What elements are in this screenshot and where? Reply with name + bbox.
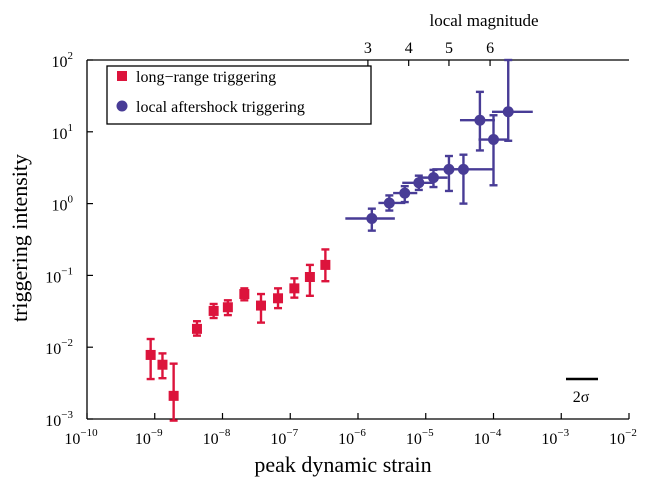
x-tick-label: 10−3 <box>541 427 569 448</box>
x-tick-label: 10−7 <box>270 427 298 448</box>
data-point-square <box>168 390 179 401</box>
x-tick-label: 10−10 <box>64 427 98 448</box>
x-tick-label: 10−4 <box>474 427 502 448</box>
data-point-square <box>208 305 219 316</box>
data-point-square <box>157 359 168 370</box>
data-point-square <box>273 293 284 304</box>
data-point-square <box>239 289 250 300</box>
top-tick-label: 4 <box>405 40 413 57</box>
data-point-square <box>191 323 202 334</box>
y-axis-title: triggering intensity <box>7 154 32 322</box>
y-tick-label: 10−3 <box>45 409 73 430</box>
scale-bar-label: 2σ <box>573 389 590 406</box>
data-point-square <box>255 300 266 311</box>
x-tick-label: 10−6 <box>338 427 366 448</box>
y-tick-label: 10−2 <box>45 337 73 358</box>
series-local-aftershock-triggering <box>345 58 533 232</box>
legend-circle-marker <box>116 100 128 112</box>
x-tick-label: 10−5 <box>406 427 434 448</box>
data-point-circle <box>457 163 469 175</box>
data-point-square <box>222 302 233 313</box>
data-point-circle <box>488 134 499 146</box>
legend-label-long-range: long−range triggering <box>136 69 276 86</box>
data-point-circle <box>502 106 514 118</box>
data-point-square <box>289 283 300 294</box>
top-axis-title: local magnitude <box>429 11 538 30</box>
y-tick-label: 102 <box>52 50 74 71</box>
data-point-circle <box>413 177 425 189</box>
x-tick-label: 10−2 <box>609 427 637 448</box>
top-tick-label: 5 <box>445 40 453 57</box>
data-point-circle <box>427 172 439 184</box>
x-tick-label: 10−8 <box>203 427 231 448</box>
axes: 10−10 10−9 10−8 10−7 10−6 10−5 10−4 10−3 10−2 10−… <box>45 40 637 448</box>
y-tick-label: 10−1 <box>45 265 73 286</box>
series-long-range-triggering <box>145 248 331 422</box>
legend: long−range triggering local aftershock t… <box>106 65 372 125</box>
data-point-circle <box>474 114 486 126</box>
legend-box <box>106 65 372 125</box>
data-point-circle <box>399 187 411 199</box>
x-tick-label: 10−9 <box>135 427 163 448</box>
data-point-square <box>145 349 156 360</box>
data-point-square <box>320 259 331 270</box>
scale-bar: 2σ <box>566 377 598 406</box>
y-tick-label: 101 <box>52 122 74 143</box>
legend-square-marker <box>117 71 127 81</box>
x-axis-title: peak dynamic strain <box>254 452 431 477</box>
y-tick-label: 100 <box>52 194 74 215</box>
plot-area <box>145 58 533 422</box>
top-tick-label: 3 <box>364 40 372 57</box>
data-point-square <box>304 271 315 282</box>
data-point-circle <box>383 197 395 209</box>
legend-label-local-aftershock: local aftershock triggering <box>136 99 305 116</box>
data-point-circle <box>366 213 378 225</box>
top-tick-label: 6 <box>486 40 494 57</box>
